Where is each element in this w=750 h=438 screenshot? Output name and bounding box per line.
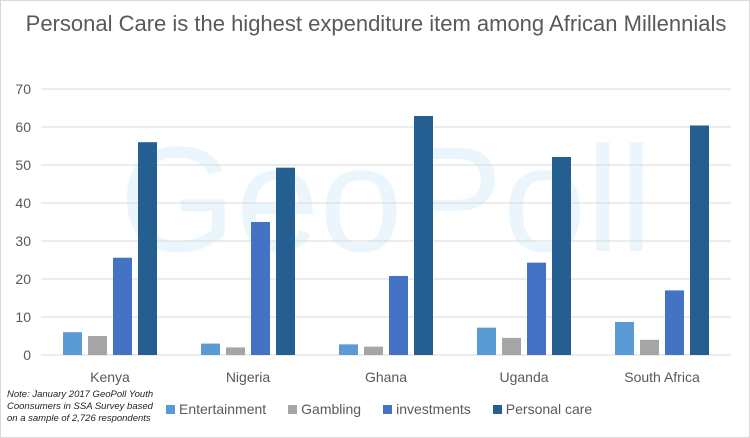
legend-item: investments — [383, 401, 471, 417]
legend-label: Gambling — [301, 401, 362, 417]
legend-item: Entertainment — [166, 401, 266, 417]
legend-swatch — [288, 404, 298, 414]
bar-entertainment — [339, 344, 358, 355]
chart-note: Note: January 2017 GeoPoll Youth Coonsum… — [7, 389, 154, 424]
bar-entertainment — [201, 343, 220, 355]
bar-personal-care — [552, 157, 571, 355]
x-tick-label: South Africa — [624, 369, 700, 385]
watermark-logo: GeoPoll — [119, 115, 653, 283]
legend-label: investments — [396, 401, 471, 417]
bar-investments — [389, 275, 408, 355]
x-tick-label: Uganda — [499, 369, 548, 385]
bar-gambling — [88, 336, 107, 355]
y-tick-label: 60 — [15, 119, 31, 135]
bar-entertainment — [477, 327, 496, 355]
bar-entertainment — [615, 321, 634, 355]
bar-personal-care — [414, 115, 433, 355]
x-tick-label: Ghana — [365, 369, 407, 385]
legend-label: Personal care — [505, 401, 593, 417]
legend-swatch — [383, 404, 393, 414]
bar-investments — [665, 290, 684, 355]
legend-item: Personal care — [492, 401, 593, 417]
legend-swatch — [166, 404, 175, 414]
bar-gambling — [364, 346, 383, 355]
y-tick-label: 70 — [15, 81, 31, 97]
bar-investments — [251, 222, 270, 355]
bar-personal-care — [690, 125, 709, 355]
bar-entertainment — [63, 332, 82, 355]
bar-personal-care — [276, 167, 295, 355]
x-tick-label: Nigeria — [226, 369, 271, 385]
bar-investments — [113, 257, 132, 355]
y-tick-label: 20 — [15, 271, 31, 287]
x-tick-label: Kenya — [90, 369, 130, 385]
bar-gambling — [640, 339, 659, 355]
y-tick-label: 0 — [23, 347, 31, 363]
chart-title: Personal Care is the highest expenditure… — [25, 11, 727, 36]
y-tick-label: 10 — [15, 309, 31, 325]
y-tick-label: 50 — [15, 157, 31, 173]
bar-gambling — [226, 347, 245, 355]
bar-gambling — [502, 337, 521, 355]
legend-label: Entertainment — [179, 401, 267, 417]
y-tick-label: 30 — [15, 233, 31, 249]
y-tick-label: 40 — [15, 195, 31, 211]
bar-personal-care — [138, 142, 157, 355]
bar-investments — [527, 262, 546, 355]
legend-item: Gambling — [288, 401, 361, 417]
legend: Entertainment Gambling investments Personal… — [166, 401, 592, 417]
legend-swatch — [492, 404, 502, 414]
